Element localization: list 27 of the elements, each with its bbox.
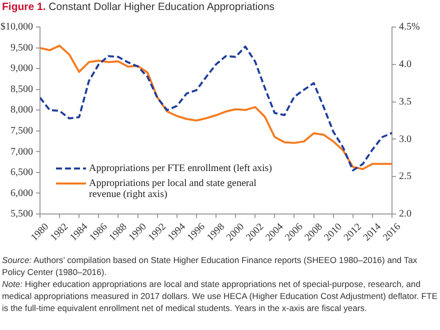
y2-tick-label: 2.5	[399, 171, 412, 182]
y-tick-label: 8,500	[10, 84, 33, 95]
y-tick-label: 7,500	[10, 126, 33, 137]
y-tick-label: 9,500	[10, 42, 33, 54]
y2-tick-label: 2.0	[399, 208, 412, 220]
y2-tick-label: 3.5	[399, 96, 412, 108]
y2-tick-label: 4.5%	[399, 22, 420, 33]
y2-tick-label: 4.0	[399, 59, 412, 70]
x-tick-label: 1990	[126, 221, 149, 244]
x-tick-label: 1998	[205, 221, 227, 244]
y-tick-label: 6,000	[10, 188, 33, 199]
legend-label: Appropriations per local and state general revenue (right axis)	[89, 178, 257, 200]
y-tick-label: 5,500	[10, 208, 33, 220]
source-note: Source: Authors’ compilation based on State Higher Education Finance reports (SHEEO 1980–2016) and Tax Policy Center (1980–2016).	[2, 255, 418, 277]
y-tick-label: 8,000	[10, 104, 33, 116]
chart-title: Figure 1. Constant Dollar Higher Education Appropriations	[2, 0, 276, 15]
x-tick-label: 1980	[29, 221, 51, 244]
x-tick-label: 1992	[146, 221, 168, 244]
x-tick-label: 1982	[48, 221, 71, 244]
y-tick-label: 6,500	[10, 167, 33, 178]
legend-label: Appropriations per FTE enrollment (left axis)	[89, 163, 272, 174]
x-tick-label: 1988	[107, 221, 130, 244]
y-tick-label: 7,000	[10, 146, 33, 158]
y-tick-label: 9,000	[10, 63, 33, 74]
text: Note: Higher education appropriations are local and state appropriations net of special-purpose, research, and medical appropriations measured in 2017 dollars. We use HECA (Higher Education Cost Adjustment) deflator. FTE is the full-time equivalent enrollment net of medical students. Years in the x-axis are fiscal years.	[2, 279, 438, 313]
y-tick-label: $10,000	[0, 22, 33, 33]
y2-tick-label: 3.0	[399, 134, 412, 145]
